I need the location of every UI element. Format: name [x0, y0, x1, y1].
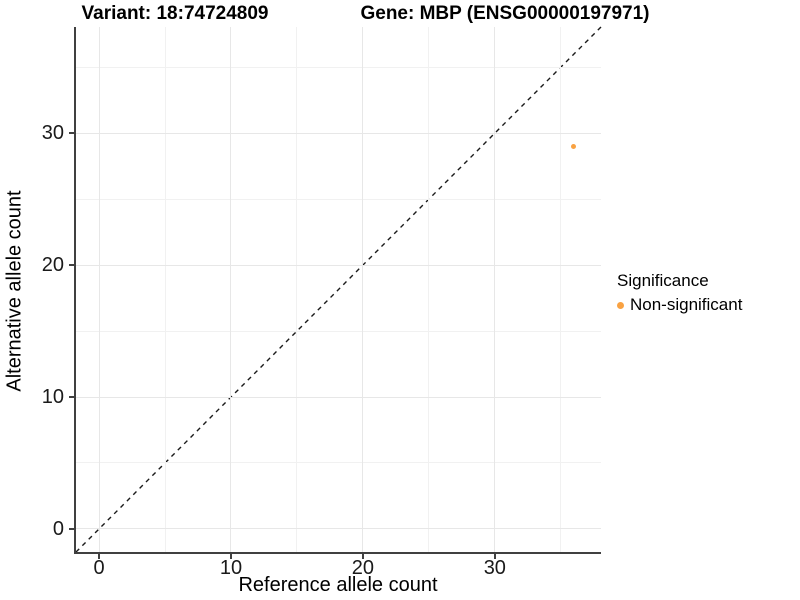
gene-title: Gene: MBP (ENSG00000197971) — [360, 3, 650, 24]
x-major-gridline — [494, 27, 496, 552]
y-axis-line — [74, 27, 76, 554]
x-minor-gridline — [164, 27, 166, 552]
legend-entries: Non-significant — [617, 295, 742, 315]
data-point — [571, 143, 577, 149]
x-minor-gridline — [428, 27, 430, 552]
x-tick-mark — [229, 554, 232, 559]
x-tick-label: 30 — [483, 557, 506, 579]
x-tick-mark — [361, 554, 364, 559]
y-major-gridline — [76, 264, 601, 266]
y-tick-mark — [69, 396, 74, 398]
legend-title: Significance — [617, 271, 709, 290]
y-tick-mark — [69, 132, 74, 135]
plot-panel — [75, 26, 602, 553]
x-minor-gridline — [560, 27, 562, 552]
y-major-gridline — [76, 132, 601, 134]
x-axis-line — [74, 552, 601, 554]
y-tick-label: 0 — [52, 517, 64, 540]
x-minor-gridline — [296, 27, 298, 552]
y-tick-label: 30 — [41, 122, 64, 145]
x-tick-mark — [493, 554, 496, 559]
y-minor-gridline — [76, 66, 601, 68]
y-axis-title: Alternative allele count — [3, 190, 26, 392]
legend: Significance Non-significant — [617, 271, 742, 315]
legend-point-swatch — [617, 301, 624, 309]
x-tick-label: 0 — [93, 557, 105, 579]
x-tick-label: 20 — [351, 557, 375, 579]
x-tick-label: 10 — [219, 557, 243, 579]
x-major-gridline — [362, 27, 364, 552]
legend-entry: Non-significant — [617, 295, 742, 315]
x-major-gridline — [230, 27, 232, 552]
y-tick-label: 20 — [41, 254, 64, 277]
y-minor-gridline — [76, 198, 601, 200]
y-tick-label: 10 — [41, 386, 64, 408]
x-major-gridline — [98, 27, 100, 552]
y-major-gridline — [76, 528, 601, 530]
y-tick-mark — [69, 527, 74, 530]
identity-line — [75, 26, 602, 553]
y-major-gridline — [76, 396, 601, 398]
y-minor-gridline — [76, 462, 601, 464]
y-minor-gridline — [76, 330, 601, 332]
x-axis-title: Reference allele count — [238, 574, 438, 596]
legend-item-label: Non-significant — [630, 295, 743, 314]
variant-title: Variant: 18:74724809 — [81, 3, 269, 24]
y-tick-mark — [69, 264, 74, 267]
x-tick-mark — [98, 554, 101, 559]
